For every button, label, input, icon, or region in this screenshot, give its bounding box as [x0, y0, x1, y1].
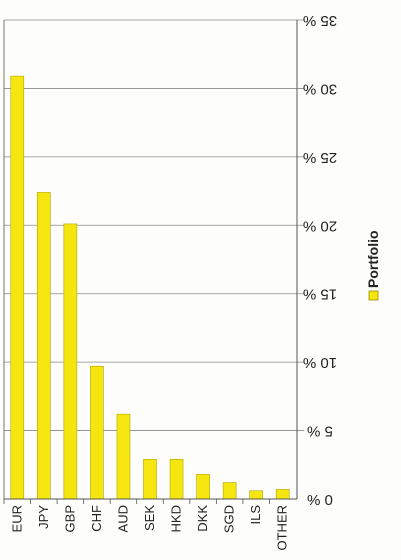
bar-sek	[143, 459, 157, 500]
category-label-hkd: HKD	[169, 505, 184, 532]
bar-aud	[116, 413, 131, 500]
category-label-jpy: JPY	[36, 505, 51, 529]
y-tick-label: 15 %	[303, 286, 337, 303]
y-tick-label: 10 %	[303, 354, 337, 371]
y-tick-label: 25 %	[303, 149, 337, 166]
category-label-ils: ILS	[248, 505, 263, 525]
category-labels: EUR JPY GBP CHF AUD SEK HKD DKK SGD ILS OTHER	[3, 499, 290, 551]
bars	[10, 75, 290, 500]
category-label-sgd: SGD	[222, 505, 237, 533]
y-tick-label: 35 %	[303, 12, 337, 29]
bar-gbp	[63, 223, 78, 500]
legend-label: Portfolio	[365, 230, 381, 288]
bar-ils	[249, 490, 263, 500]
bar-other	[275, 489, 290, 500]
y-tick-label: 0 %	[307, 491, 333, 508]
category-label-other: OTHER	[275, 505, 290, 551]
y-tick-label: 20 %	[303, 217, 337, 234]
category-label-eur: EUR	[9, 505, 24, 532]
legend-swatch	[368, 290, 379, 301]
bar-eur	[10, 75, 25, 500]
y-tick-labels: 0 % 5 % 10 % 15 % 20 % 25 % 30 % 35 %	[303, 12, 337, 508]
category-label-aud: AUD	[115, 505, 130, 532]
bar-chf	[90, 365, 104, 500]
category-label-chf: CHF	[89, 505, 104, 532]
bar-jpy	[37, 192, 51, 500]
bar-sgd	[222, 482, 237, 500]
bar-dkk	[196, 474, 210, 500]
y-tick-label: 30 %	[303, 80, 337, 97]
category-label-gbp: GBP	[62, 505, 77, 532]
gridlines	[4, 19, 304, 431]
legend: Portfolio	[365, 230, 381, 301]
category-label-sek: SEK	[142, 505, 157, 531]
y-tick-label: 5 %	[307, 423, 333, 440]
category-label-dkk: DKK	[195, 505, 210, 532]
bar-hkd	[169, 459, 184, 500]
